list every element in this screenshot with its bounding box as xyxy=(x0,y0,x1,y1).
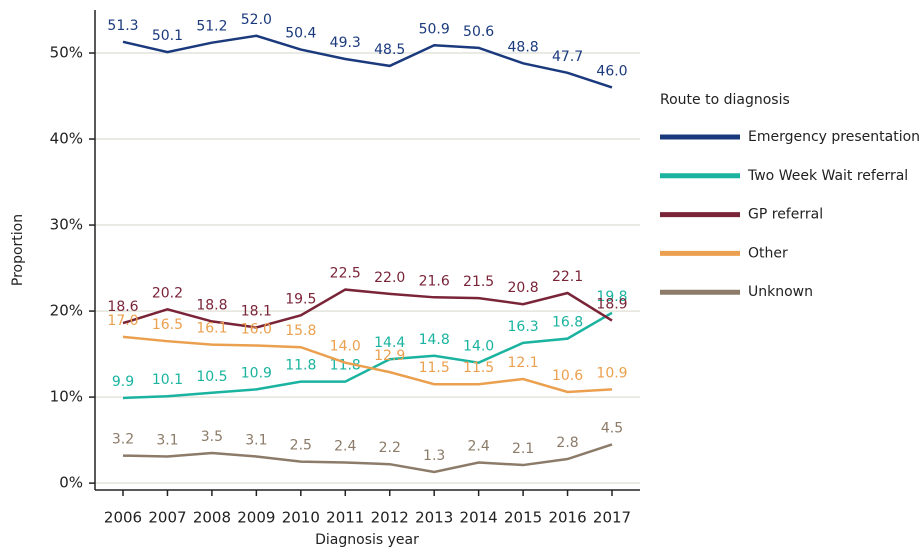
data-label: 2.2 xyxy=(379,440,401,456)
data-label: 20.2 xyxy=(152,285,183,301)
data-label: 16.3 xyxy=(508,319,539,335)
data-label: 2.5 xyxy=(290,438,312,454)
x-tick-label: 2016 xyxy=(548,509,586,527)
data-label: 16.0 xyxy=(241,321,272,337)
x-tick-label: 2010 xyxy=(282,509,320,527)
data-label: 10.1 xyxy=(152,372,183,388)
data-label: 49.3 xyxy=(330,35,361,51)
data-label: 51.3 xyxy=(107,18,138,34)
data-label: 21.5 xyxy=(463,274,494,290)
data-label: 16.5 xyxy=(152,317,183,333)
data-label: 11.8 xyxy=(330,358,361,374)
series-line xyxy=(122,311,613,400)
data-label: 50.6 xyxy=(463,24,494,40)
data-label: 48.8 xyxy=(508,39,539,55)
data-label: 19.5 xyxy=(285,291,316,307)
data-label: 50.1 xyxy=(152,28,183,44)
data-label: 2.4 xyxy=(468,438,490,454)
data-label: 3.2 xyxy=(112,432,134,448)
x-tick-label: 2008 xyxy=(193,509,231,527)
data-label: 18.8 xyxy=(196,297,227,313)
y-tick-label: 10% xyxy=(50,388,83,406)
x-axis-title: Diagnosis year xyxy=(315,532,419,548)
data-label: 2.4 xyxy=(334,438,356,454)
data-label: 3.1 xyxy=(156,432,178,448)
data-label: 11.5 xyxy=(463,360,494,376)
data-label: 10.5 xyxy=(196,369,227,385)
data-label: 46.0 xyxy=(596,63,627,79)
data-label: 50.9 xyxy=(419,21,450,37)
y-axis-title: Proportion xyxy=(10,214,26,286)
y-tick-label: 30% xyxy=(50,216,83,234)
x-tick-label: 2006 xyxy=(104,509,142,527)
x-tick-label: 2007 xyxy=(148,509,186,527)
data-label: 14.0 xyxy=(330,339,361,355)
series-line xyxy=(122,335,613,394)
x-tick-label: 2009 xyxy=(237,509,275,527)
legend-label: Emergency presentation xyxy=(748,129,919,145)
data-label: 10.6 xyxy=(552,368,583,384)
data-label: 48.5 xyxy=(374,42,405,58)
y-tick-label: 0% xyxy=(59,474,83,492)
legend-label: Two Week Wait referral xyxy=(747,168,908,184)
x-tick-label: 2013 xyxy=(415,509,453,527)
data-label: 22.5 xyxy=(330,266,361,282)
data-label: 52.0 xyxy=(241,12,272,28)
data-label: 18.9 xyxy=(596,297,627,313)
data-label: 21.6 xyxy=(419,273,450,289)
series-line xyxy=(122,34,613,89)
y-tick-label: 20% xyxy=(50,302,83,320)
data-label: 11.8 xyxy=(285,358,316,374)
data-label: 18.1 xyxy=(241,303,272,319)
series-line xyxy=(122,443,613,474)
data-label: 12.1 xyxy=(508,355,539,371)
data-label: 16.8 xyxy=(552,315,583,331)
data-label: 3.1 xyxy=(245,432,267,448)
y-tick-label: 40% xyxy=(50,130,83,148)
data-label: 10.9 xyxy=(596,365,627,381)
data-label: 4.5 xyxy=(601,420,623,436)
data-label: 17.0 xyxy=(107,313,138,329)
data-label: 2.1 xyxy=(512,441,534,457)
data-label: 18.6 xyxy=(107,299,138,315)
data-label: 22.0 xyxy=(374,270,405,286)
data-label: 10.9 xyxy=(241,365,272,381)
data-label: 16.1 xyxy=(196,321,227,337)
data-label: 14.8 xyxy=(419,332,450,348)
data-label: 1.3 xyxy=(423,448,445,464)
legend-label: GP referral xyxy=(748,207,823,223)
x-tick-label: 2015 xyxy=(504,509,542,527)
data-label: 15.8 xyxy=(285,323,316,339)
data-label: 9.9 xyxy=(112,374,134,390)
series-line xyxy=(122,288,613,329)
data-label: 14.4 xyxy=(374,335,405,351)
data-label: 47.7 xyxy=(552,49,583,65)
data-label: 11.5 xyxy=(419,360,450,376)
data-label: 19.8 xyxy=(596,289,627,305)
data-label: 22.1 xyxy=(552,269,583,285)
legend-title: Route to diagnosis xyxy=(660,92,790,108)
x-tick-label: 2011 xyxy=(326,509,364,527)
data-label: 50.4 xyxy=(285,26,316,42)
data-label: 3.5 xyxy=(201,429,223,445)
data-label: 12.9 xyxy=(374,348,405,364)
data-label: 2.8 xyxy=(556,435,578,451)
data-label: 51.2 xyxy=(196,19,227,35)
legend-label: Other xyxy=(748,245,788,261)
legend-label: Unknown xyxy=(748,284,813,300)
y-tick-label: 50% xyxy=(50,44,83,62)
data-label: 20.8 xyxy=(508,280,539,296)
x-tick-label: 2014 xyxy=(460,509,498,527)
x-tick-label: 2017 xyxy=(593,509,631,527)
x-tick-label: 2012 xyxy=(371,509,409,527)
data-label: 14.0 xyxy=(463,339,494,355)
